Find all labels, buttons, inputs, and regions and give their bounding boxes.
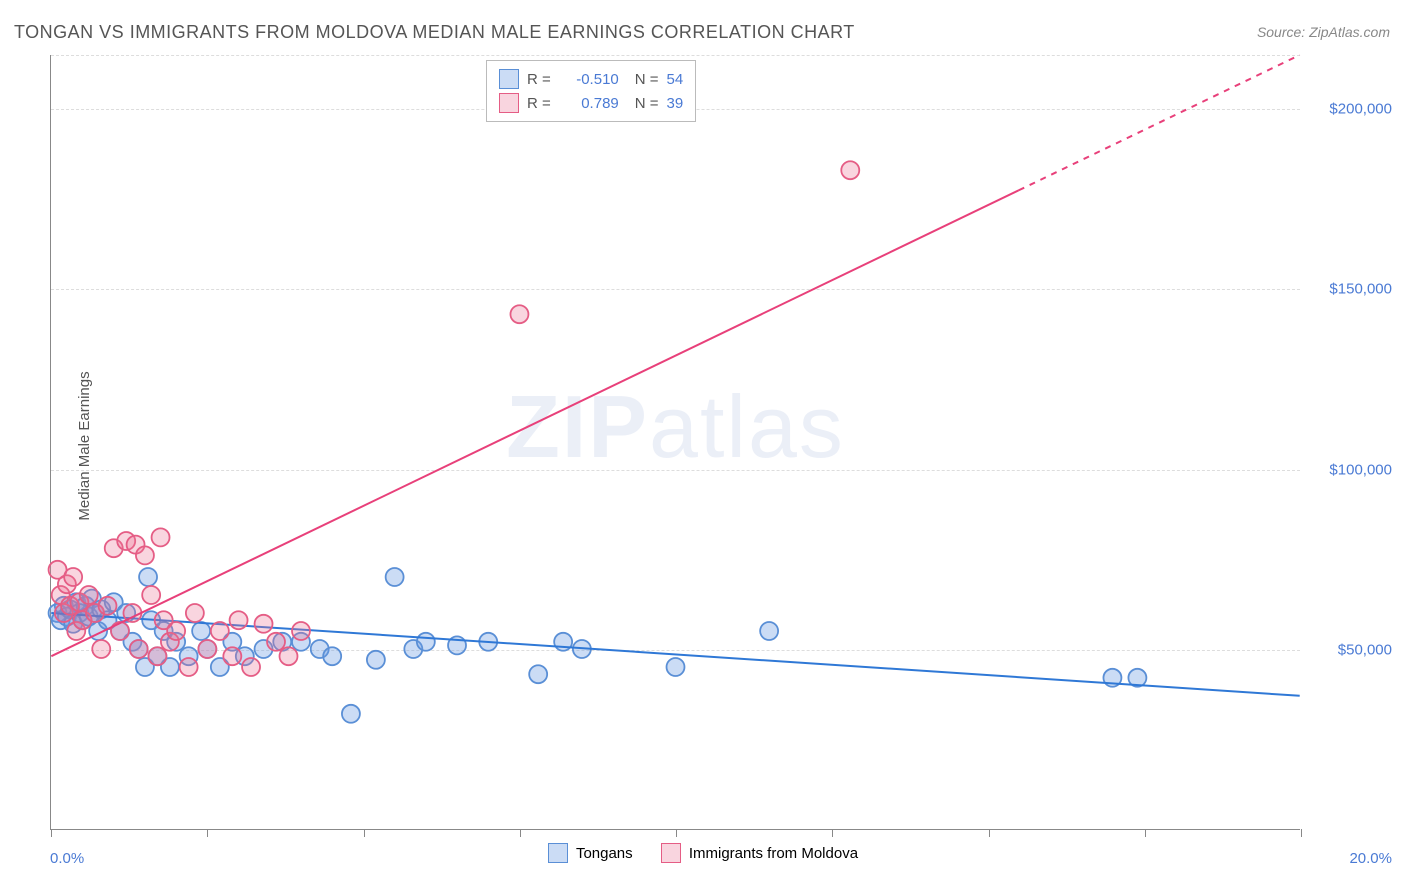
swatch-series-1 <box>499 69 519 89</box>
data-point <box>386 568 404 586</box>
legend-item-series-1: Tongans <box>548 843 633 863</box>
data-point <box>64 568 82 586</box>
data-point <box>223 647 241 665</box>
data-point <box>230 611 248 629</box>
series-legend: Tongans Immigrants from Moldova <box>0 843 1406 867</box>
n-value-series-1: 54 <box>667 71 684 88</box>
data-point <box>192 622 210 640</box>
data-point <box>186 604 204 622</box>
data-point <box>280 647 298 665</box>
trend-line <box>51 190 1019 656</box>
swatch-series-1-bottom <box>548 843 568 863</box>
data-point <box>667 658 685 676</box>
data-point <box>529 665 547 683</box>
data-point <box>255 615 273 633</box>
source-attribution: Source: ZipAtlas.com <box>1257 24 1390 40</box>
data-point <box>367 651 385 669</box>
trend-line-extrapolated <box>1019 55 1300 190</box>
r-value-series-2: 0.789 <box>559 95 619 112</box>
data-point <box>510 305 528 323</box>
r-label: R = <box>527 71 551 88</box>
legend-item-series-2: Immigrants from Moldova <box>661 843 858 863</box>
data-point <box>323 647 341 665</box>
y-tick-label: $100,000 <box>1329 461 1392 478</box>
data-point <box>148 647 166 665</box>
data-point <box>417 633 435 651</box>
y-tick-label: $50,000 <box>1338 641 1392 658</box>
r-label: R = <box>527 95 551 112</box>
data-point <box>142 586 160 604</box>
data-point <box>136 546 154 564</box>
swatch-series-2 <box>499 93 519 113</box>
data-point <box>198 640 216 658</box>
y-tick-label: $150,000 <box>1329 281 1392 298</box>
data-point <box>152 528 170 546</box>
n-label: N = <box>635 71 659 88</box>
data-point <box>342 705 360 723</box>
n-value-series-2: 39 <box>667 95 684 112</box>
data-point <box>130 640 148 658</box>
data-point <box>92 640 110 658</box>
correlation-chart: TONGAN VS IMMIGRANTS FROM MOLDOVA MEDIAN… <box>0 0 1406 892</box>
data-point <box>139 568 157 586</box>
r-value-series-1: -0.510 <box>559 71 619 88</box>
plot-area: ZIPatlas R = -0.510 N = 54 R = 0.789 N =… <box>50 55 1300 830</box>
data-point <box>167 622 185 640</box>
data-point <box>292 622 310 640</box>
correlation-legend: R = -0.510 N = 54 R = 0.789 N = 39 <box>486 60 696 122</box>
n-label: N = <box>635 95 659 112</box>
legend-label-series-1: Tongans <box>576 845 633 862</box>
data-point <box>98 597 116 615</box>
data-point <box>80 586 98 604</box>
data-point <box>267 633 285 651</box>
legend-label-series-2: Immigrants from Moldova <box>689 845 858 862</box>
y-tick-label: $200,000 <box>1329 101 1392 118</box>
data-point <box>180 658 198 676</box>
data-point <box>841 161 859 179</box>
chart-title: TONGAN VS IMMIGRANTS FROM MOLDOVA MEDIAN… <box>14 22 855 43</box>
data-point <box>111 622 129 640</box>
swatch-series-2-bottom <box>661 843 681 863</box>
legend-row-series-2: R = 0.789 N = 39 <box>499 91 683 115</box>
data-point <box>760 622 778 640</box>
legend-row-series-1: R = -0.510 N = 54 <box>499 67 683 91</box>
data-point <box>211 622 229 640</box>
data-point <box>242 658 260 676</box>
plot-svg <box>51 55 1300 829</box>
